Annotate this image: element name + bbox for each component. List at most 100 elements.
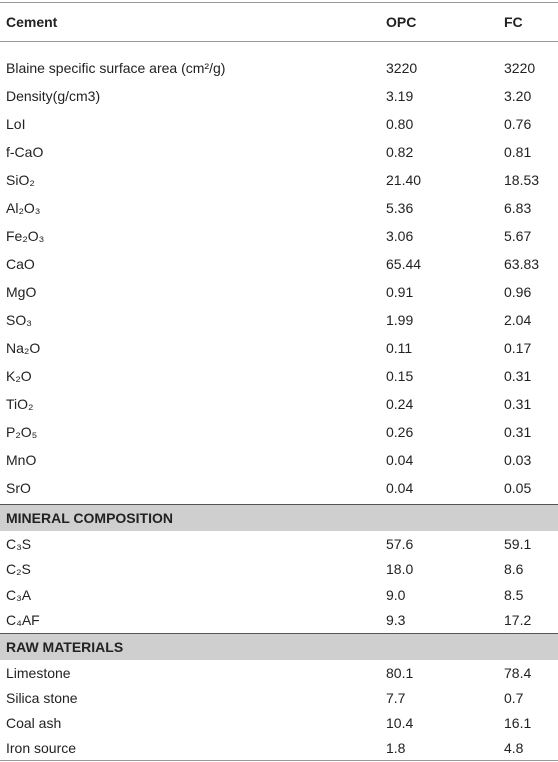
table-row: CaO 65.44 63.83 <box>0 250 558 278</box>
table-row: Na₂O 0.11 0.17 <box>0 334 558 362</box>
value-cell: 0.76 <box>504 116 532 132</box>
label-cell: LoI <box>6 116 26 132</box>
bottom-rule <box>0 760 558 761</box>
table-row: f-CaO 0.82 0.81 <box>0 138 558 166</box>
label-cell: K₂O <box>6 368 32 384</box>
value-cell: 10.4 <box>386 714 414 731</box>
value-cell: 0.26 <box>386 424 414 440</box>
value-cell: 18.53 <box>504 172 540 188</box>
value-cell: 80.1 <box>386 664 414 681</box>
table-row: MgO 0.91 0.96 <box>0 278 558 306</box>
value-cell: 21.40 <box>386 172 422 188</box>
value-cell: 1.8 <box>386 739 406 756</box>
section-header: RAW MATERIALS <box>0 633 558 660</box>
header-cell: FC <box>504 14 523 30</box>
value-cell: 0.24 <box>386 396 414 412</box>
table-row: P₂O₅ 0.26 0.31 <box>0 418 558 446</box>
value-cell: 7.7 <box>386 689 406 706</box>
section-title: MINERAL COMPOSITION <box>6 510 173 526</box>
header-row: Cement OPC FC <box>0 2 558 42</box>
value-cell: 3.20 <box>504 88 532 104</box>
value-cell: 3.06 <box>386 228 414 244</box>
table-row: SO₃ 1.99 2.04 <box>0 306 558 334</box>
label-cell: Silica stone <box>6 689 78 706</box>
table-row: TiO₂ 0.24 0.31 <box>0 390 558 418</box>
value-cell: 5.36 <box>386 200 414 216</box>
label-cell: Density(g/cm3) <box>6 88 101 104</box>
table-row: Iron source 1.8 4.8 <box>0 735 558 760</box>
label-cell: MgO <box>6 284 37 300</box>
value-cell: 4.8 <box>504 739 524 756</box>
value-cell: 18.0 <box>386 561 414 578</box>
value-cell: 3220 <box>386 60 418 76</box>
value-cell: 0.81 <box>504 144 532 160</box>
value-cell: 1.99 <box>386 312 414 328</box>
value-cell: 0.82 <box>386 144 414 160</box>
table-row: Limestone 80.1 78.4 <box>0 660 558 685</box>
value-cell: 65.44 <box>386 256 422 272</box>
value-cell: 0.04 <box>386 452 414 468</box>
value-cell: 0.31 <box>504 368 532 384</box>
value-cell: 78.4 <box>504 664 532 681</box>
label-cell: Al₂O₃ <box>6 200 41 216</box>
label-cell: C₄AF <box>6 612 40 629</box>
value-cell: 9.3 <box>386 612 406 629</box>
value-cell: 59.1 <box>504 535 532 552</box>
value-cell: 0.7 <box>504 689 524 706</box>
value-cell: 0.91 <box>386 284 414 300</box>
table-row: SiO₂ 21.40 18.53 <box>0 166 558 194</box>
label-cell: Iron source <box>6 739 77 756</box>
table-row: Blaine specific surface area (cm²/g) 3220… <box>0 54 558 82</box>
label-cell: Blaine specific surface area (cm²/g) <box>6 60 226 76</box>
value-cell: 0.31 <box>504 396 532 412</box>
label-cell: SiO₂ <box>6 172 35 188</box>
table-row: C₃S 57.6 59.1 <box>0 531 558 557</box>
value-cell: 0.11 <box>386 340 413 356</box>
table-row: Silica stone 7.7 0.7 <box>0 685 558 710</box>
value-cell: 0.31 <box>504 424 532 440</box>
value-cell: 2.04 <box>504 312 532 328</box>
label-cell: SO₃ <box>6 312 32 328</box>
header-cell: Cement <box>6 14 58 30</box>
value-cell: 0.04 <box>386 480 414 496</box>
table-row: C₂S 18.0 8.6 <box>0 557 558 583</box>
value-cell: 6.83 <box>504 200 532 216</box>
label-cell: C₃A <box>6 586 32 603</box>
value-cell: 3.19 <box>386 88 414 104</box>
label-cell: SrO <box>6 480 31 496</box>
value-cell: 9.0 <box>386 586 406 603</box>
value-cell: 8.6 <box>504 561 524 578</box>
value-cell: 3220 <box>504 60 536 76</box>
table-row: C₃A 9.0 8.5 <box>0 582 558 608</box>
value-cell: 16.1 <box>504 714 532 731</box>
table-row: SrO 0.04 0.05 <box>0 474 558 502</box>
table-row: Density(g/cm3) 3.19 3.20 <box>0 82 558 110</box>
table-row: LoI 0.80 0.76 <box>0 110 558 138</box>
value-cell: 57.6 <box>386 535 414 552</box>
value-cell: 63.83 <box>504 256 540 272</box>
table-row: Coal ash 10.4 16.1 <box>0 710 558 735</box>
value-cell: 8.5 <box>504 586 524 603</box>
label-cell: Coal ash <box>6 714 62 731</box>
label-cell: C₂S <box>6 561 31 578</box>
table-row: K₂O 0.15 0.31 <box>0 362 558 390</box>
table-row: MnO 0.04 0.03 <box>0 446 558 474</box>
value-cell: 0.05 <box>504 480 532 496</box>
label-cell: Limestone <box>6 664 71 681</box>
value-cell: 0.15 <box>386 368 414 384</box>
value-cell: 0.17 <box>504 340 532 356</box>
value-cell: 0.96 <box>504 284 532 300</box>
label-cell: P₂O₅ <box>6 424 38 440</box>
value-cell: 5.67 <box>504 228 532 244</box>
label-cell: C₃S <box>6 535 32 552</box>
label-cell: TiO₂ <box>6 396 34 412</box>
header-cell: OPC <box>386 14 417 30</box>
label-cell: Fe₂O₃ <box>6 228 45 244</box>
table-row: Al₂O₃ 5.36 6.83 <box>0 194 558 222</box>
table-row: C₄AF 9.3 17.2 <box>0 608 558 634</box>
label-cell: Na₂O <box>6 340 41 356</box>
value-cell: 0.80 <box>386 116 414 132</box>
section-title: RAW MATERIALS <box>6 639 124 655</box>
value-cell: 0.03 <box>504 452 532 468</box>
